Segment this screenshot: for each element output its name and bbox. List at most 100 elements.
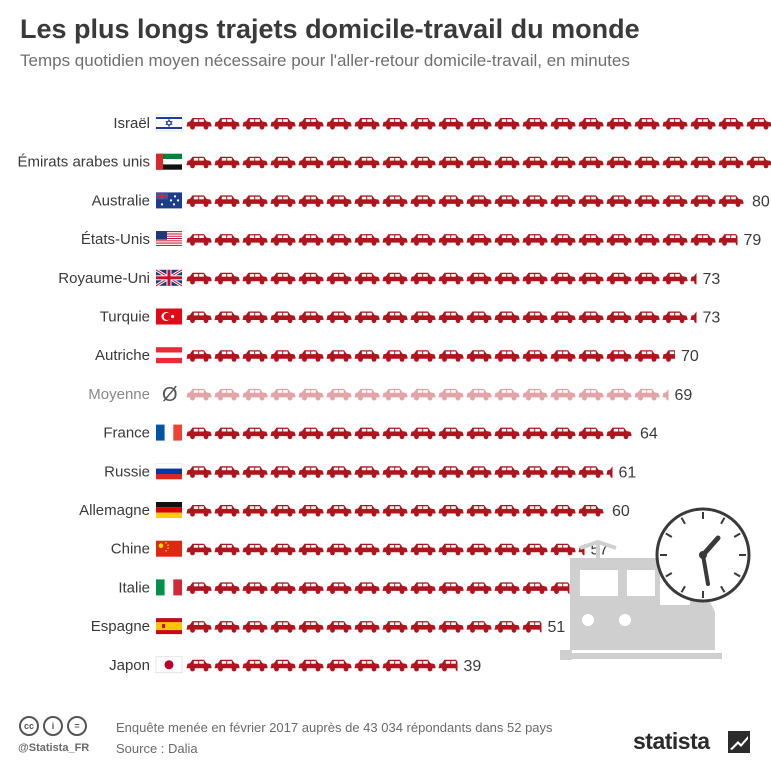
car-mark xyxy=(242,234,268,246)
category-label: Émirats arabes unis xyxy=(17,154,150,171)
car-mark-partial xyxy=(718,234,738,246)
car-mark xyxy=(326,466,352,478)
value-label: 60 xyxy=(612,503,630,520)
car-mark xyxy=(410,427,436,440)
car-mark xyxy=(382,311,408,324)
car-mark xyxy=(550,234,576,246)
car-mark xyxy=(354,234,380,246)
car-mark xyxy=(186,234,212,246)
statista-logo-mark[interactable] xyxy=(728,731,750,753)
car-mark xyxy=(214,543,240,556)
car-mark xyxy=(606,156,632,169)
flag-icon-chine xyxy=(156,540,182,557)
car-mark xyxy=(270,659,296,672)
car-mark xyxy=(326,195,352,207)
flag-icon-emirats-arabes-unis xyxy=(156,153,182,170)
car-mark xyxy=(242,659,268,672)
car-mark xyxy=(382,272,408,285)
car-mark xyxy=(354,311,380,324)
category-label: États-Unis xyxy=(81,231,150,248)
car-mark xyxy=(438,505,464,517)
car-mark xyxy=(746,118,771,130)
car-mark xyxy=(494,621,520,633)
car-mark xyxy=(690,195,716,207)
car-mark xyxy=(494,156,520,169)
car-mark xyxy=(690,118,716,130)
car-mark xyxy=(298,388,324,401)
car-mark xyxy=(522,582,548,594)
car-mark xyxy=(298,195,324,207)
car-mark xyxy=(522,350,548,362)
car-mark xyxy=(242,195,268,207)
category-label: Espagne xyxy=(91,618,150,635)
car-mark xyxy=(606,272,632,285)
car-mark xyxy=(298,272,324,285)
car-mark xyxy=(298,311,324,324)
car-mark xyxy=(690,156,716,169)
nd-icon: = xyxy=(67,716,87,736)
car-mark xyxy=(326,350,352,362)
car-mark xyxy=(578,156,604,169)
car-mark xyxy=(382,427,408,440)
car-mark xyxy=(522,156,548,169)
car-mark xyxy=(662,156,688,169)
car-mark xyxy=(494,311,520,324)
average-symbol: Ø xyxy=(162,384,178,406)
car-mark xyxy=(354,156,380,169)
car-mark xyxy=(578,427,604,440)
car-mark xyxy=(662,118,688,130)
car-mark xyxy=(214,621,240,633)
car-mark xyxy=(522,195,548,207)
car-mark xyxy=(522,118,548,130)
car-mark xyxy=(214,350,240,362)
value-label: 64 xyxy=(640,426,658,443)
car-mark xyxy=(410,118,436,130)
car-mark xyxy=(382,505,408,517)
car-mark xyxy=(270,350,296,362)
car-mark xyxy=(550,195,576,207)
category-label: Italie xyxy=(118,579,150,596)
statista-logo[interactable]: statista xyxy=(633,728,710,754)
car-mark xyxy=(522,543,548,556)
car-mark xyxy=(382,118,408,130)
car-mark xyxy=(382,582,408,594)
car-mark xyxy=(270,388,296,401)
car-mark xyxy=(270,582,296,594)
car-mark xyxy=(438,543,464,556)
car-mark xyxy=(326,427,352,440)
car-mark xyxy=(606,350,632,362)
chart-row-espagne: Espagne 51 xyxy=(91,618,566,636)
car-mark xyxy=(522,272,548,285)
category-label: Royaume-Uni xyxy=(58,270,150,287)
value-label: 39 xyxy=(464,658,482,675)
car-mark xyxy=(718,156,744,169)
chart-row-chine: Chine57 xyxy=(111,540,608,559)
car-mark xyxy=(354,621,380,633)
car-mark xyxy=(270,543,296,556)
car-mark xyxy=(438,311,464,324)
car-mark xyxy=(382,234,408,246)
value-label: 51 xyxy=(548,619,566,636)
car-mark-partial xyxy=(522,621,542,633)
car-mark xyxy=(354,388,380,401)
car-mark xyxy=(494,234,520,246)
car-mark xyxy=(382,543,408,556)
car-mark xyxy=(214,156,240,169)
category-label: Autriche xyxy=(95,347,150,364)
car-mark xyxy=(578,311,604,324)
value-label: 80 xyxy=(752,193,770,210)
car-mark xyxy=(410,505,436,517)
flag-icon-allemagne xyxy=(156,502,182,518)
car-mark xyxy=(690,234,716,246)
car-mark xyxy=(578,272,604,285)
car-mark xyxy=(354,582,380,594)
car-mark xyxy=(410,466,436,478)
car-mark xyxy=(746,156,771,169)
car-mark xyxy=(606,118,632,130)
car-mark xyxy=(494,505,520,517)
cc-icon: cc xyxy=(19,716,39,736)
car-mark xyxy=(326,272,352,285)
car-mark xyxy=(298,543,324,556)
car-mark xyxy=(326,234,352,246)
